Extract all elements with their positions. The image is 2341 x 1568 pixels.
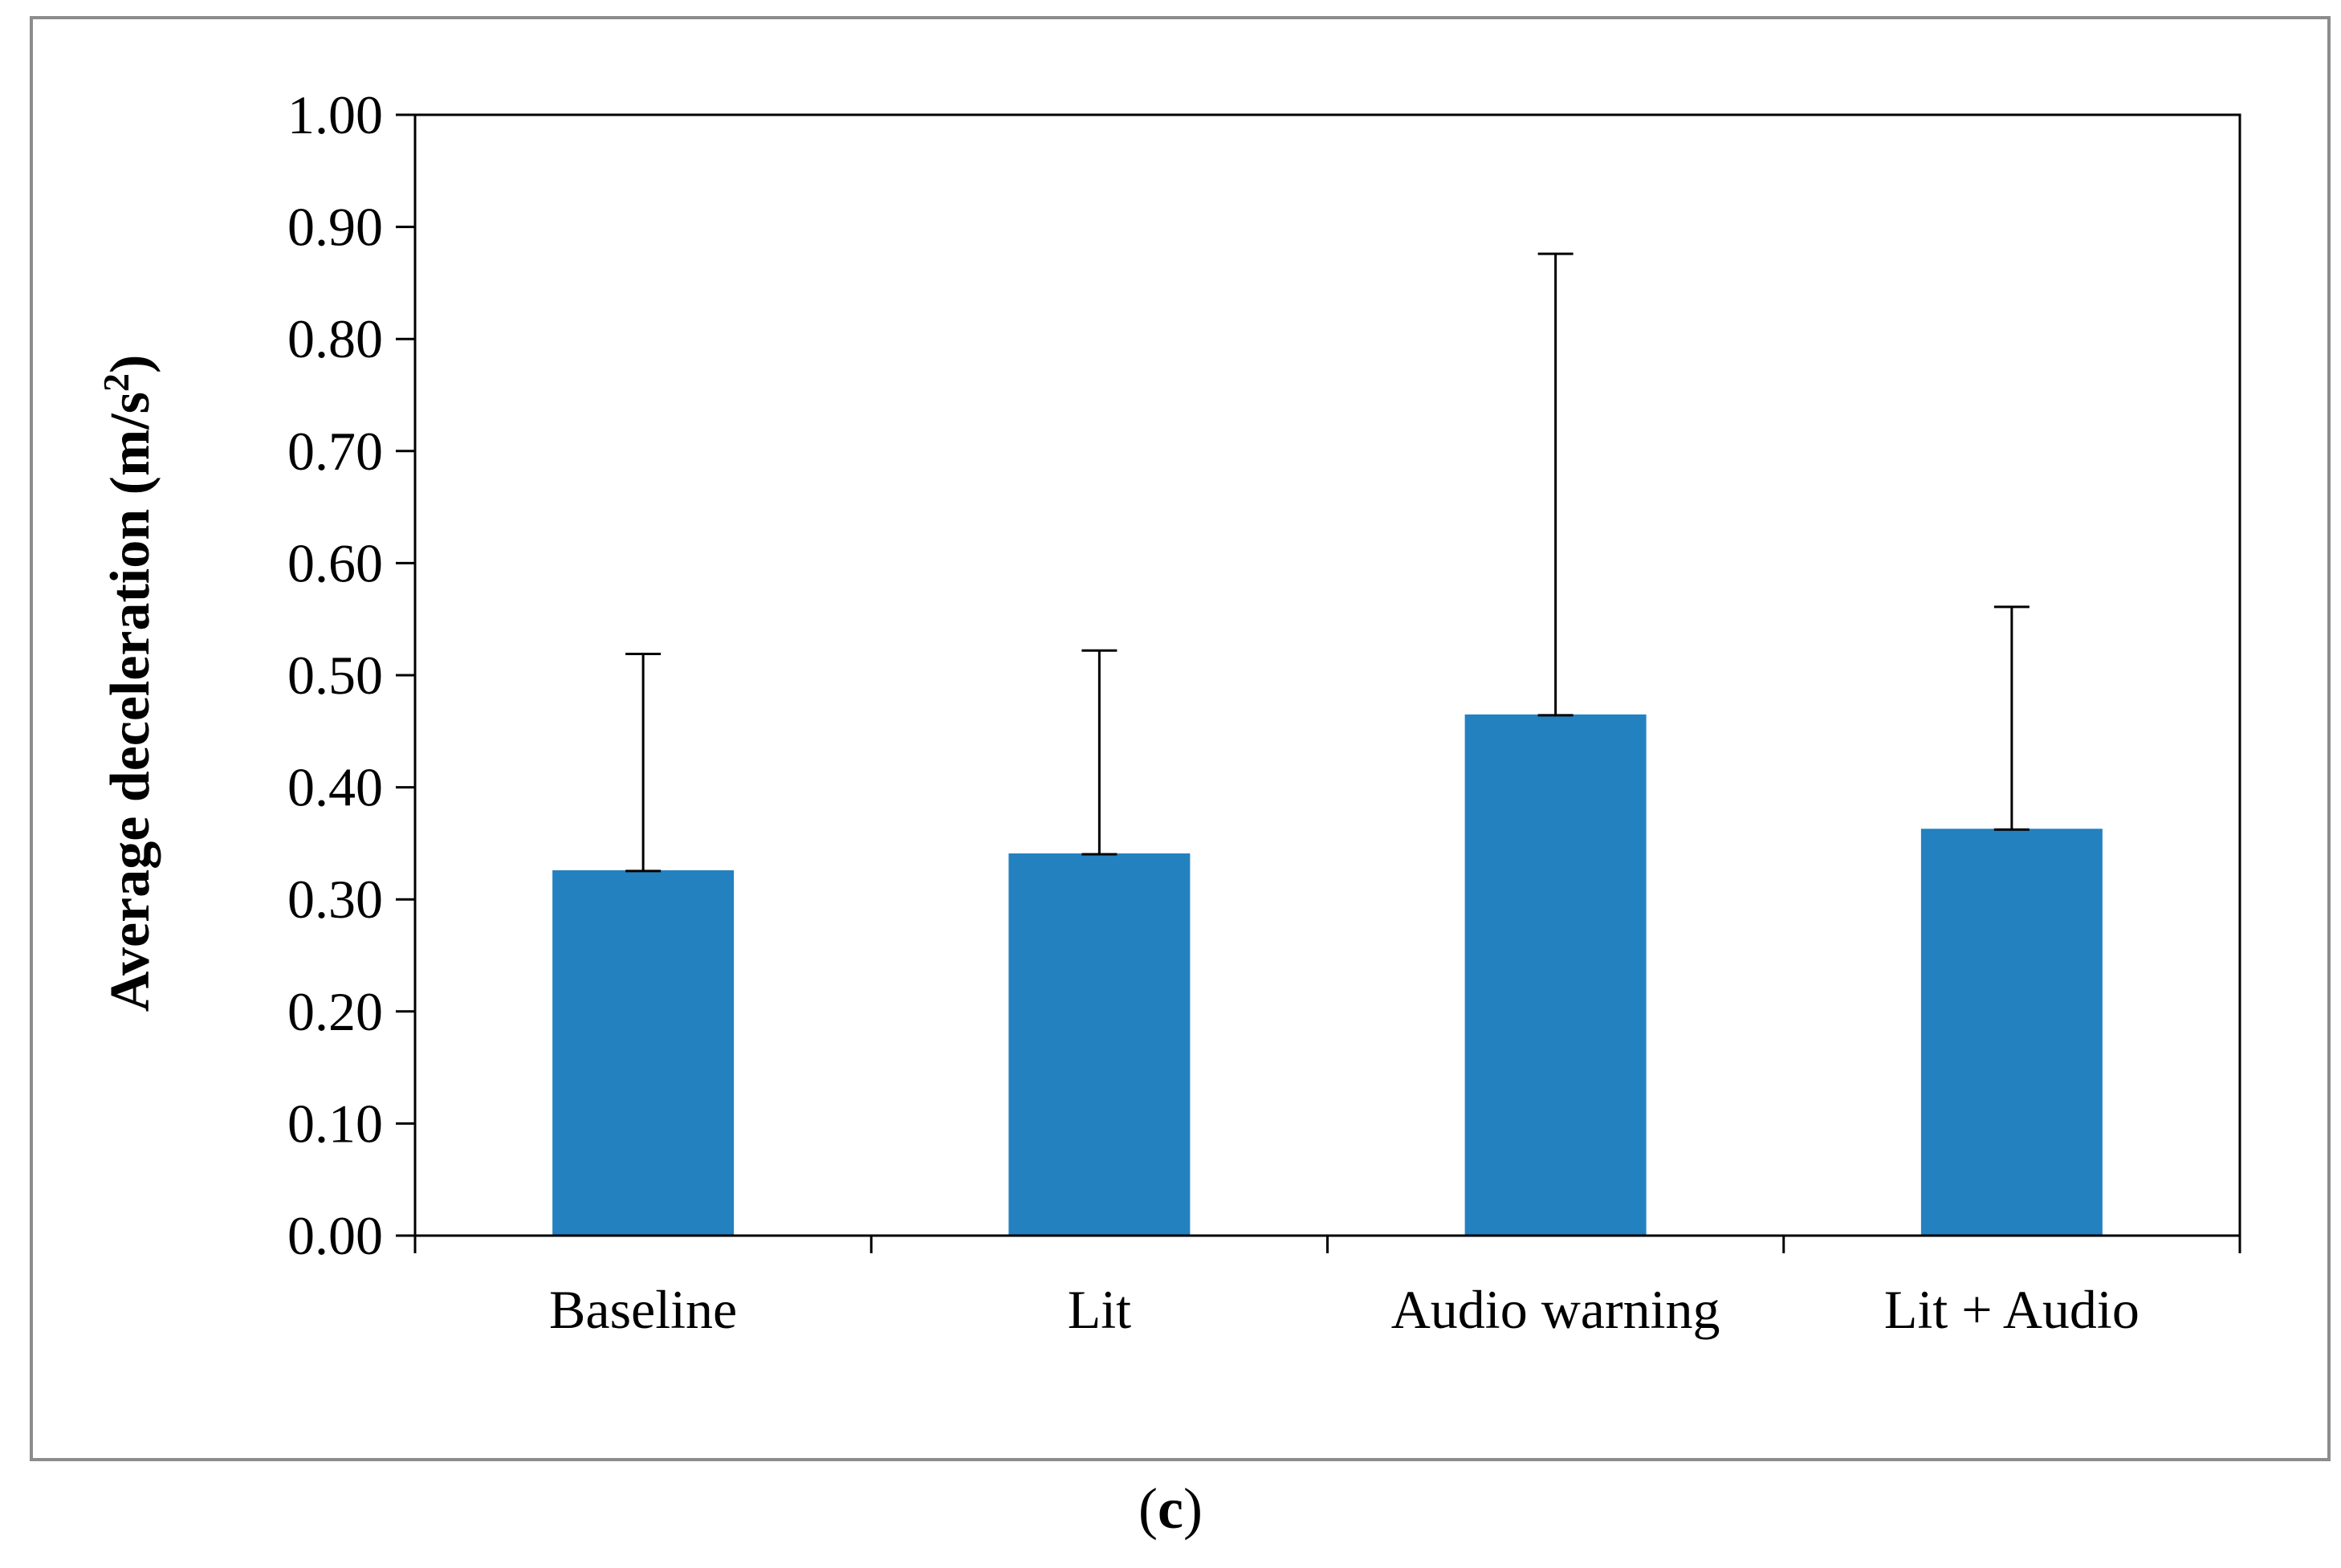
y-axis-title-superscript: 2 — [96, 373, 136, 392]
y-axis-title-suffix: ) — [100, 355, 161, 373]
panel-label-open: ( — [1138, 1476, 1158, 1541]
y-tick-label: 0.70 — [287, 421, 383, 482]
y-axis-ticks: 0.00 0.10 0.20 0.30 0.40 0.50 0.60 0.70 0.80 0.90… — [287, 84, 415, 1266]
y-axis-title-main: Average deceleration (m/s — [100, 392, 161, 1012]
bars — [552, 714, 2103, 1236]
panel-label-close: ) — [1183, 1476, 1203, 1541]
x-tick-label: Lit + Audio — [1884, 1279, 2139, 1340]
y-tick-label: 0.30 — [287, 869, 383, 930]
bar-audio-warning — [1464, 714, 1647, 1236]
y-tick-label: 0.20 — [287, 981, 383, 1042]
x-axis-ticks: Baseline Lit Audio warning Lit + Audio — [413, 1236, 2241, 1340]
x-tick-label: Lit — [1068, 1279, 1131, 1340]
bar-lit-audio — [1920, 829, 2103, 1236]
x-tick-label: Audio warning — [1391, 1279, 1720, 1340]
panel-label: (c) — [0, 1476, 2341, 1542]
y-tick-label: 0.10 — [287, 1093, 383, 1154]
x-tick-label: Baseline — [549, 1279, 737, 1340]
y-axis-title: Average deceleration (m/s2) — [96, 355, 162, 1012]
bar-baseline — [552, 870, 735, 1236]
y-tick-label: 0.60 — [287, 532, 383, 593]
error-bars — [625, 252, 2030, 873]
y-tick-label: 0.50 — [287, 645, 383, 706]
y-tick-label: 0.90 — [287, 197, 383, 258]
bar-lit — [1008, 853, 1191, 1236]
panel-label-letter: c — [1158, 1476, 1183, 1541]
y-tick-label: 1.00 — [287, 84, 383, 145]
y-tick-label: 0.80 — [287, 308, 383, 369]
y-tick-label: 0.00 — [287, 1205, 383, 1266]
plot-area-border — [413, 113, 2241, 1237]
y-tick-label: 0.40 — [287, 757, 383, 818]
